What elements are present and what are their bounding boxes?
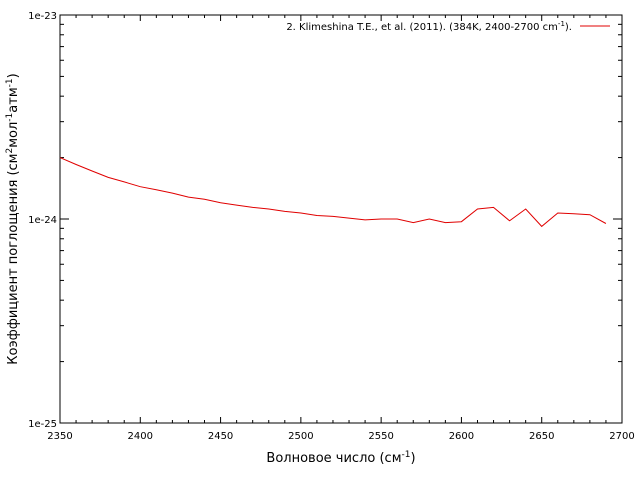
y-axis-title: Коэффициент поглощения (см2мол-1атм-1) (5, 73, 21, 364)
legend: 2. Klimeshina T.E., et al. (2011). (384K… (286, 20, 610, 33)
x-tick-label: 2450 (208, 431, 233, 442)
x-tick-label: 2350 (47, 431, 72, 442)
x-tick-labels: 2350 2400 2450 2500 2550 2600 2650 2700 (47, 431, 634, 442)
plot-frame (59, 14, 623, 424)
series-layer (59, 157, 607, 228)
legend-label: 2. Klimeshina T.E., et al. (2011). (384K… (286, 20, 572, 33)
y-tick-label: 1e-23 (28, 11, 57, 22)
x-tick-label: 2650 (529, 431, 554, 442)
y-tick-label: 1e-25 (28, 419, 57, 430)
x-tick-label: 2700 (609, 431, 634, 442)
x-tick-label: 2600 (449, 431, 474, 442)
x-tick-label: 2400 (128, 431, 153, 442)
y-tick-labels: 1e-25 1e-24 1e-23 (28, 11, 57, 430)
x-axis-title: Волновое число (см-1) (266, 450, 415, 466)
x-tick-label: 2500 (288, 431, 313, 442)
series-line (59, 157, 607, 228)
x-tick-label: 2550 (368, 431, 393, 442)
axis-ticks (59, 14, 623, 424)
y-tick-label: 1e-24 (28, 215, 57, 226)
